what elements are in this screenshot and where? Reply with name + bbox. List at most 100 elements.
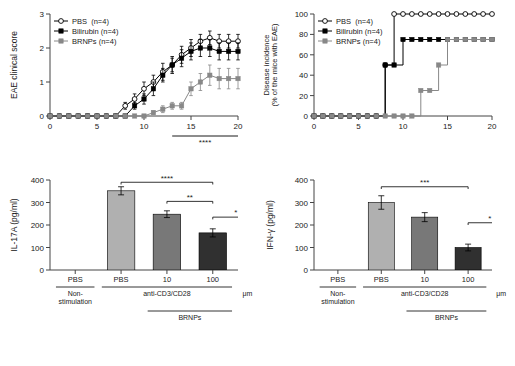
group-label: Non-stimulation: [58, 290, 92, 305]
legend-marker: [59, 29, 63, 33]
step-line: [314, 40, 492, 117]
x-tick-label: 10: [140, 122, 149, 131]
point: [339, 114, 343, 118]
error-bar: [152, 111, 156, 114]
x-tick-label: 5: [356, 122, 361, 131]
y-axis-label: EAE clinical score: [9, 31, 19, 99]
point: [123, 114, 127, 118]
point: [114, 114, 118, 118]
y-tick-label: 2: [40, 44, 45, 53]
group-label: BRNPs: [178, 314, 201, 321]
point: [48, 114, 52, 118]
series-line: [50, 38, 238, 116]
error-bar: [170, 102, 174, 109]
point: [330, 114, 334, 118]
point: [329, 114, 334, 119]
y-tick-label: 40: [299, 71, 308, 80]
point: [383, 63, 387, 67]
point: [410, 12, 415, 17]
point: [374, 114, 378, 118]
error-bar: [133, 102, 137, 109]
x-tick-label: PBS: [374, 275, 389, 284]
y-tick: [310, 180, 314, 181]
error-bar: [164, 211, 170, 218]
x-tick: [492, 116, 493, 120]
legend-label: PBS (n=4): [336, 17, 373, 26]
point: [472, 37, 476, 41]
plot-marks: [312, 12, 495, 119]
x-tick-label: 20: [234, 122, 243, 131]
y-tick-label: 1: [40, 78, 45, 87]
point: [356, 114, 360, 118]
error-bar: [217, 43, 221, 60]
point: [463, 12, 468, 17]
legend-label: BRNPs (n=4): [336, 37, 381, 46]
group-bracket: [320, 287, 356, 288]
point: [463, 37, 467, 41]
significance-bracket: [167, 201, 213, 203]
point: [113, 114, 118, 119]
point: [490, 12, 495, 17]
error-bar: [199, 74, 203, 91]
legend-label: BRNPs (n=4): [72, 37, 117, 46]
bar: [325, 270, 351, 271]
error-bar: [161, 68, 165, 82]
significance-brackets: [381, 187, 492, 225]
point: [48, 114, 52, 118]
point: [410, 114, 414, 118]
point: [427, 12, 432, 17]
point: [321, 114, 325, 118]
point: [67, 114, 71, 118]
point: [445, 37, 449, 41]
y-tick-label: 0: [40, 112, 45, 121]
x-tick-label: 15: [187, 122, 196, 131]
point: [436, 63, 440, 67]
point: [189, 87, 193, 91]
point: [339, 114, 343, 118]
legend-label: Bilirubin (n=4): [72, 27, 119, 36]
point: [179, 56, 183, 60]
x-tick-label: 0: [312, 122, 317, 131]
point: [312, 114, 316, 118]
point: [365, 114, 369, 118]
error-bar: [208, 65, 212, 85]
y-tick-label: 100: [31, 244, 45, 253]
unit-label: μm: [496, 290, 506, 298]
y-axis-label: Disease incidence(% of the mice with EAE…: [261, 23, 279, 106]
x-tick: [166, 270, 167, 274]
plot-marks: [48, 31, 241, 118]
group-bracket: [56, 287, 95, 288]
y-tick-label: 0: [40, 266, 45, 275]
error-bar: [208, 40, 212, 57]
point: [463, 37, 467, 41]
point: [142, 97, 146, 101]
point: [481, 12, 486, 17]
significance-label: ****: [199, 138, 211, 147]
group-bracket: [148, 311, 232, 312]
significance-bracket: [213, 217, 238, 219]
y-tick: [46, 225, 50, 226]
point: [454, 37, 458, 41]
text-line: Non-: [68, 290, 84, 297]
significance-label: **: [187, 193, 193, 202]
significance-label: *: [488, 214, 491, 223]
y-axis-label: IL-17A (pg/ml): [9, 198, 19, 252]
point: [179, 104, 183, 108]
legend-label: PBS (n=4): [72, 17, 109, 26]
point: [428, 88, 432, 92]
legend: PBS (n=4)Bilirubin (n=4)BRNPs (n=4): [318, 17, 383, 46]
significance-label: ***: [420, 178, 429, 187]
group-label: anti-CD3/CD28: [401, 290, 449, 297]
point: [189, 49, 193, 53]
point: [472, 37, 476, 41]
y-tick: [46, 82, 50, 83]
group-bracket: [102, 287, 232, 288]
error-bar: [118, 187, 124, 195]
significance-bracket: [381, 187, 468, 189]
point: [76, 114, 80, 118]
error-bar: [422, 213, 428, 222]
bar: [61, 270, 89, 271]
point: [347, 114, 352, 119]
x-tick: [468, 270, 469, 274]
legend-marker: [323, 19, 328, 24]
